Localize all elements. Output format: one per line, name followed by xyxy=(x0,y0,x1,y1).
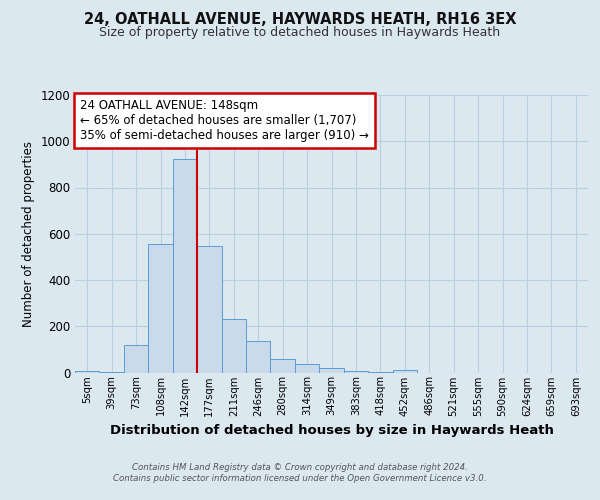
Bar xyxy=(319,368,344,372)
Text: 24, OATHALL AVENUE, HAYWARDS HEATH, RH16 3EX: 24, OATHALL AVENUE, HAYWARDS HEATH, RH16… xyxy=(84,12,516,28)
Bar xyxy=(197,246,221,372)
Bar xyxy=(173,158,197,372)
Text: Contains HM Land Registry data © Crown copyright and database right 2024.: Contains HM Land Registry data © Crown c… xyxy=(132,462,468,471)
Bar xyxy=(271,360,295,372)
Bar xyxy=(124,345,148,372)
Bar xyxy=(295,364,319,372)
X-axis label: Distribution of detached houses by size in Haywards Heath: Distribution of detached houses by size … xyxy=(110,424,553,437)
Bar xyxy=(246,342,271,372)
Bar xyxy=(148,244,173,372)
Text: Size of property relative to detached houses in Haywards Heath: Size of property relative to detached ho… xyxy=(100,26,500,39)
Y-axis label: Number of detached properties: Number of detached properties xyxy=(22,141,35,327)
Bar xyxy=(221,320,246,372)
Text: Contains public sector information licensed under the Open Government Licence v3: Contains public sector information licen… xyxy=(113,474,487,483)
Text: 24 OATHALL AVENUE: 148sqm
← 65% of detached houses are smaller (1,707)
35% of se: 24 OATHALL AVENUE: 148sqm ← 65% of detac… xyxy=(80,99,369,142)
Bar xyxy=(392,370,417,372)
